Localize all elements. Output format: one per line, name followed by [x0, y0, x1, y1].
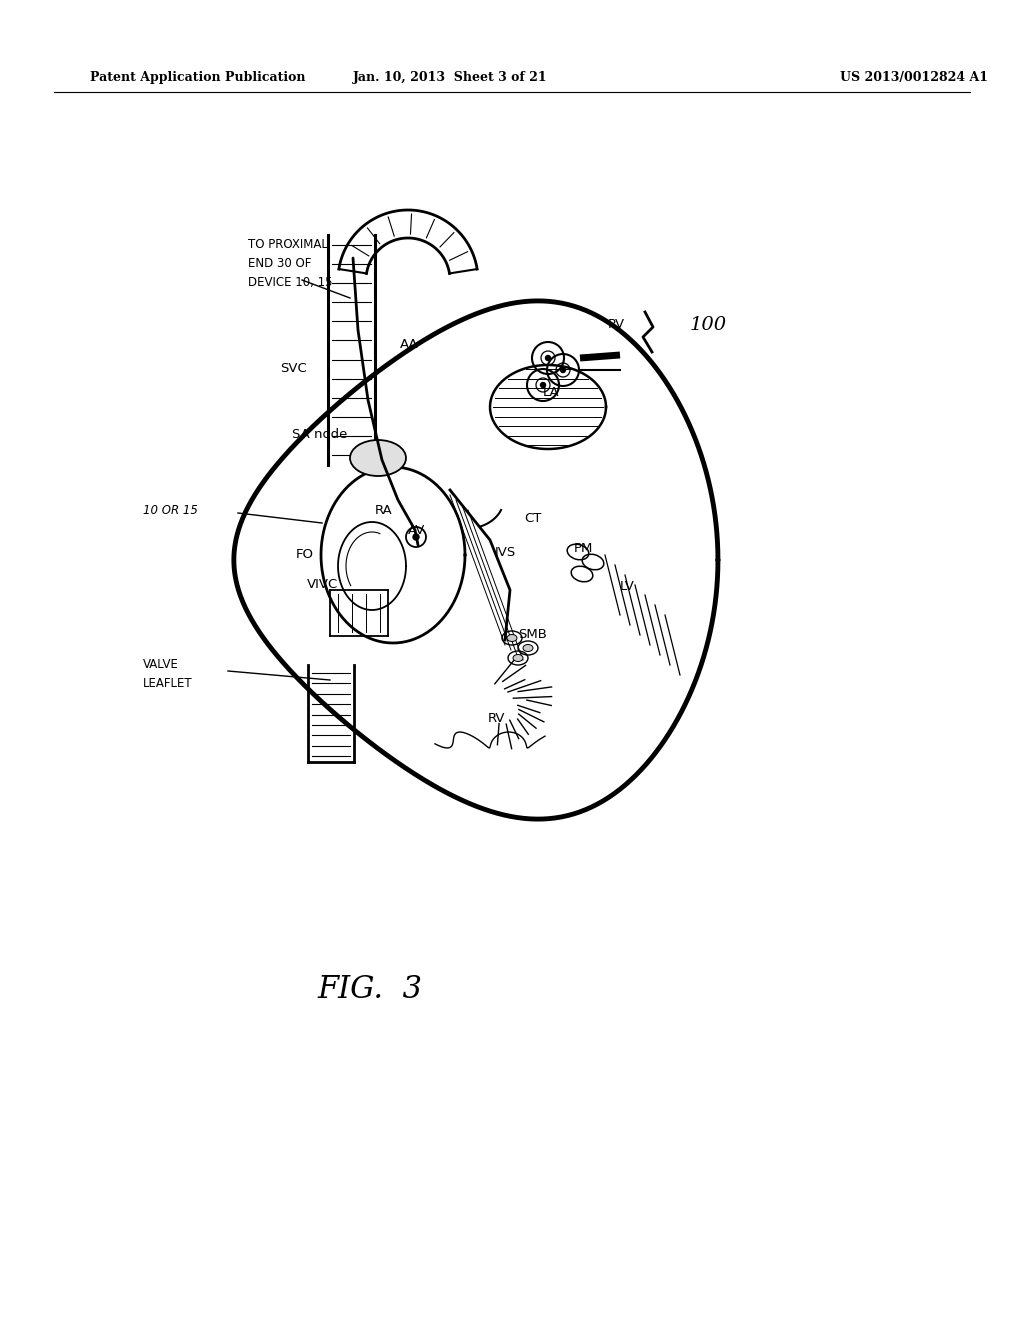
Circle shape — [413, 535, 419, 540]
Ellipse shape — [523, 644, 534, 652]
Text: AV: AV — [408, 524, 425, 536]
Circle shape — [560, 367, 565, 372]
Text: SA node: SA node — [292, 429, 347, 441]
Text: CT: CT — [524, 511, 542, 524]
Text: Jan. 10, 2013  Sheet 3 of 21: Jan. 10, 2013 Sheet 3 of 21 — [352, 71, 547, 84]
Text: RA: RA — [375, 503, 393, 516]
Text: AA: AA — [400, 338, 419, 351]
Text: FO: FO — [296, 549, 314, 561]
Text: IVS: IVS — [495, 545, 516, 558]
Text: US 2013/0012824 A1: US 2013/0012824 A1 — [840, 71, 988, 84]
Ellipse shape — [350, 440, 406, 477]
Ellipse shape — [507, 635, 517, 642]
Text: 100: 100 — [690, 315, 727, 334]
Text: SVC: SVC — [280, 362, 307, 375]
Text: Patent Application Publication: Patent Application Publication — [90, 71, 305, 84]
Text: TO PROXIMAL
END 30 OF
DEVICE 10, 15: TO PROXIMAL END 30 OF DEVICE 10, 15 — [248, 238, 333, 289]
Text: VIVC: VIVC — [307, 578, 338, 591]
Text: SMB: SMB — [518, 627, 547, 640]
Ellipse shape — [513, 655, 523, 661]
Text: RV: RV — [488, 711, 506, 725]
Text: VALVE
LEAFLET: VALVE LEAFLET — [143, 657, 193, 690]
Text: PM: PM — [574, 541, 593, 554]
Text: FIG.  3: FIG. 3 — [317, 974, 423, 1006]
Text: LV: LV — [620, 579, 635, 593]
Text: PV: PV — [608, 318, 625, 331]
Text: LA: LA — [543, 385, 560, 399]
Text: 10 OR 15: 10 OR 15 — [143, 503, 198, 516]
Circle shape — [546, 355, 551, 360]
Circle shape — [541, 383, 546, 388]
